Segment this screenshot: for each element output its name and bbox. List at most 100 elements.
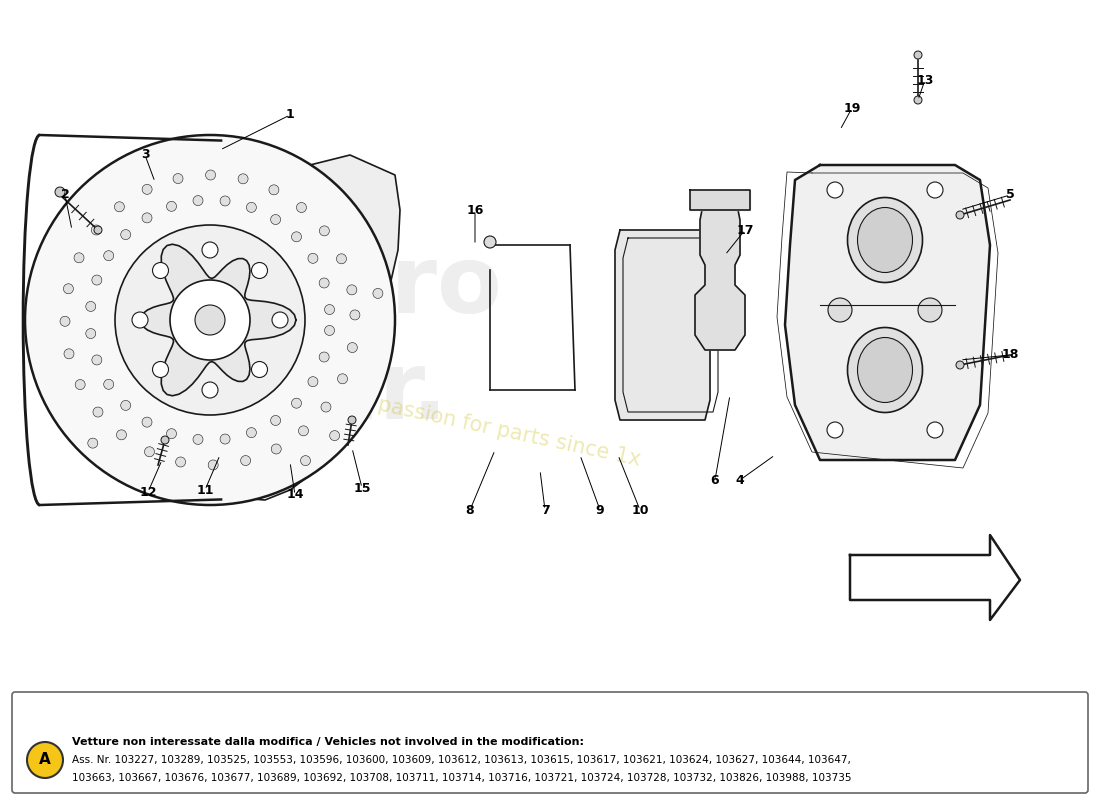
- Circle shape: [241, 455, 251, 466]
- Circle shape: [64, 349, 74, 359]
- Circle shape: [91, 225, 101, 235]
- Text: 13: 13: [916, 74, 934, 86]
- Polygon shape: [145, 390, 340, 500]
- Circle shape: [956, 211, 964, 219]
- Circle shape: [827, 182, 843, 198]
- Circle shape: [103, 250, 113, 261]
- Circle shape: [153, 262, 168, 278]
- Text: 1: 1: [286, 109, 295, 122]
- Ellipse shape: [847, 198, 923, 282]
- Circle shape: [121, 400, 131, 410]
- Text: 17: 17: [736, 223, 754, 237]
- Circle shape: [338, 374, 348, 384]
- Circle shape: [298, 426, 308, 436]
- Circle shape: [914, 96, 922, 104]
- Text: a passion for parts since 1x: a passion for parts since 1x: [358, 390, 642, 470]
- Text: Ass. Nr. 103227, 103289, 103525, 103553, 103596, 103600, 103609, 103612, 103613,: Ass. Nr. 103227, 103289, 103525, 103553,…: [72, 755, 851, 765]
- Circle shape: [206, 170, 216, 180]
- Text: 12: 12: [140, 486, 156, 498]
- Circle shape: [300, 456, 310, 466]
- Circle shape: [348, 342, 358, 353]
- Circle shape: [74, 253, 84, 262]
- Polygon shape: [690, 190, 750, 210]
- Ellipse shape: [858, 338, 913, 402]
- Circle shape: [324, 326, 334, 335]
- Circle shape: [142, 213, 152, 223]
- Circle shape: [321, 402, 331, 412]
- Circle shape: [192, 196, 204, 206]
- Circle shape: [272, 312, 288, 328]
- Text: euro
dr.: euro dr.: [258, 241, 502, 439]
- Circle shape: [272, 444, 282, 454]
- Circle shape: [956, 361, 964, 369]
- Circle shape: [484, 236, 496, 248]
- Polygon shape: [695, 195, 745, 350]
- Circle shape: [116, 225, 305, 415]
- Text: 2: 2: [60, 189, 69, 202]
- Circle shape: [319, 226, 329, 236]
- Circle shape: [208, 460, 218, 470]
- Circle shape: [103, 379, 113, 390]
- Circle shape: [252, 262, 267, 278]
- Circle shape: [238, 174, 249, 184]
- Circle shape: [350, 310, 360, 320]
- Circle shape: [252, 362, 267, 378]
- Circle shape: [246, 428, 256, 438]
- Circle shape: [86, 329, 96, 338]
- Circle shape: [308, 254, 318, 263]
- Text: 9: 9: [596, 503, 604, 517]
- Circle shape: [161, 436, 169, 444]
- Circle shape: [220, 434, 230, 444]
- Text: 15: 15: [353, 482, 371, 494]
- Circle shape: [75, 379, 85, 390]
- Text: 16: 16: [466, 203, 484, 217]
- Circle shape: [271, 214, 281, 225]
- Circle shape: [292, 232, 301, 242]
- Text: 18: 18: [1001, 349, 1019, 362]
- Circle shape: [94, 226, 102, 234]
- Text: Vetture non interessate dalla modifica / Vehicles not involved in the modificati: Vetture non interessate dalla modifica /…: [72, 737, 584, 747]
- Circle shape: [144, 446, 154, 457]
- Text: A: A: [40, 753, 51, 767]
- Circle shape: [914, 51, 922, 59]
- Circle shape: [927, 182, 943, 198]
- Circle shape: [348, 416, 356, 424]
- Polygon shape: [850, 535, 1020, 620]
- Circle shape: [60, 316, 70, 326]
- Circle shape: [142, 184, 152, 194]
- Circle shape: [195, 305, 226, 335]
- Text: 6: 6: [711, 474, 719, 486]
- Text: 5: 5: [1005, 189, 1014, 202]
- Circle shape: [166, 429, 176, 438]
- Circle shape: [142, 417, 152, 427]
- Ellipse shape: [858, 207, 913, 273]
- Circle shape: [373, 289, 383, 298]
- Polygon shape: [615, 230, 710, 420]
- Circle shape: [308, 377, 318, 386]
- Circle shape: [220, 196, 230, 206]
- Text: 103663, 103667, 103676, 103677, 103689, 103692, 103708, 103711, 103714, 103716, : 103663, 103667, 103676, 103677, 103689, …: [72, 773, 851, 783]
- Circle shape: [64, 284, 74, 294]
- Circle shape: [28, 742, 63, 778]
- Circle shape: [176, 457, 186, 467]
- Circle shape: [927, 422, 943, 438]
- Polygon shape: [141, 244, 296, 396]
- Circle shape: [121, 230, 131, 240]
- Text: 4: 4: [736, 474, 745, 486]
- Circle shape: [91, 355, 102, 365]
- Circle shape: [166, 202, 176, 211]
- Circle shape: [170, 280, 250, 360]
- Text: 10: 10: [631, 503, 649, 517]
- Circle shape: [117, 430, 126, 440]
- Circle shape: [346, 285, 356, 295]
- Circle shape: [268, 185, 279, 195]
- Circle shape: [91, 275, 102, 285]
- Circle shape: [94, 407, 103, 417]
- Circle shape: [173, 174, 183, 183]
- Text: 8: 8: [465, 503, 474, 517]
- Circle shape: [88, 438, 98, 448]
- Text: 14: 14: [286, 489, 304, 502]
- Ellipse shape: [847, 327, 923, 413]
- Circle shape: [324, 305, 334, 314]
- FancyBboxPatch shape: [12, 692, 1088, 793]
